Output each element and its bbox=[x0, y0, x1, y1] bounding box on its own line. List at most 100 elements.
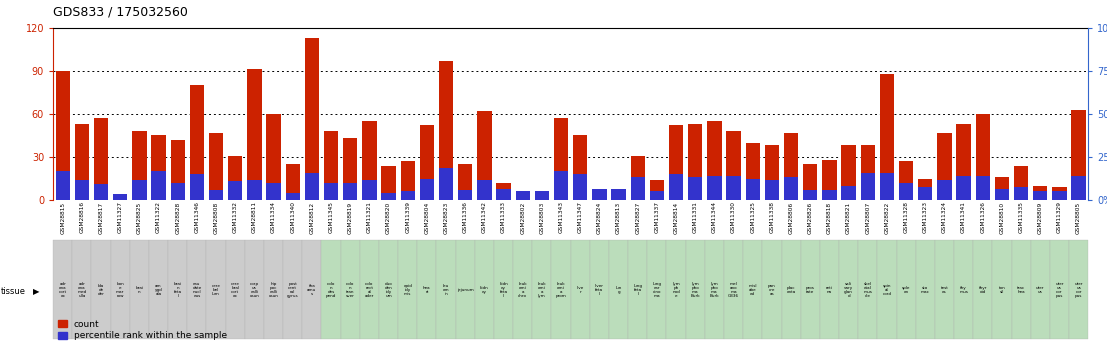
Bar bbox=[360, 240, 379, 339]
Bar bbox=[438, 168, 453, 200]
Bar bbox=[592, 194, 607, 200]
Bar bbox=[631, 177, 645, 200]
Bar bbox=[496, 189, 510, 200]
Text: hea
rt: hea rt bbox=[423, 286, 431, 294]
Bar bbox=[494, 240, 514, 339]
Bar bbox=[302, 240, 321, 339]
Bar bbox=[669, 125, 683, 200]
Legend: count, percentile rank within the sample: count, percentile rank within the sample bbox=[58, 320, 227, 341]
Bar bbox=[803, 164, 817, 200]
Bar bbox=[399, 240, 417, 339]
Text: lung
feta
l: lung feta l bbox=[633, 284, 642, 296]
Bar bbox=[189, 85, 204, 200]
Bar bbox=[304, 173, 319, 200]
Bar bbox=[860, 146, 875, 200]
Bar bbox=[72, 240, 92, 339]
Bar bbox=[477, 180, 492, 200]
Text: uter
us: uter us bbox=[1036, 286, 1045, 294]
Bar bbox=[226, 240, 245, 339]
Bar bbox=[590, 240, 609, 339]
Text: duo
den
idy
um: duo den idy um bbox=[385, 282, 393, 298]
Bar bbox=[92, 240, 111, 339]
Text: trac
hea: trac hea bbox=[1017, 286, 1025, 294]
Bar bbox=[611, 189, 625, 200]
Bar bbox=[915, 240, 934, 339]
Bar bbox=[611, 194, 625, 200]
Bar bbox=[975, 114, 990, 200]
Bar bbox=[382, 193, 396, 200]
Bar bbox=[975, 176, 990, 200]
Bar bbox=[132, 131, 146, 200]
Bar bbox=[995, 177, 1010, 200]
Bar bbox=[324, 131, 339, 200]
Text: colo
n
tran
sver: colo n tran sver bbox=[345, 282, 354, 298]
Bar bbox=[362, 180, 376, 200]
Bar bbox=[784, 132, 798, 200]
Bar bbox=[74, 180, 89, 200]
Bar bbox=[152, 136, 166, 200]
Bar bbox=[956, 176, 971, 200]
Text: spin
al
cord: spin al cord bbox=[882, 284, 891, 296]
Text: pros
tate: pros tate bbox=[806, 286, 815, 294]
Bar bbox=[669, 174, 683, 200]
Bar bbox=[763, 240, 782, 339]
Bar bbox=[1031, 240, 1049, 339]
Bar bbox=[1072, 176, 1086, 200]
Text: adr
ena
med
ulla: adr ena med ulla bbox=[77, 282, 86, 298]
Text: brai
n
feta
l: brai n feta l bbox=[174, 282, 182, 298]
Bar bbox=[132, 180, 146, 200]
Bar bbox=[1072, 110, 1086, 200]
Text: kidn
ey: kidn ey bbox=[480, 286, 489, 294]
Bar bbox=[995, 189, 1010, 200]
Text: corp
us
calli
osun: corp us calli osun bbox=[249, 282, 259, 298]
Bar bbox=[343, 138, 358, 200]
Bar bbox=[74, 124, 89, 200]
Bar bbox=[666, 240, 685, 339]
Text: thyr
oid: thyr oid bbox=[979, 286, 987, 294]
Bar bbox=[458, 190, 473, 200]
Bar bbox=[209, 190, 224, 200]
Bar bbox=[628, 240, 648, 339]
Bar bbox=[170, 183, 185, 200]
Text: sto
mac: sto mac bbox=[921, 286, 930, 294]
Text: bla
de
der: bla de der bbox=[97, 284, 104, 296]
Bar bbox=[858, 240, 878, 339]
Bar bbox=[189, 174, 204, 200]
Bar bbox=[689, 177, 703, 200]
Text: am
ygd
ala: am ygd ala bbox=[155, 284, 163, 296]
Bar bbox=[554, 171, 568, 200]
Bar bbox=[648, 240, 666, 339]
Bar bbox=[516, 191, 530, 200]
Bar bbox=[878, 240, 897, 339]
Bar bbox=[304, 38, 319, 200]
Bar bbox=[94, 118, 108, 200]
Bar bbox=[897, 240, 915, 339]
Text: lung
car
cino
ma: lung car cino ma bbox=[652, 282, 661, 298]
Bar bbox=[514, 240, 532, 339]
Bar bbox=[609, 240, 628, 339]
Text: jejunum: jejunum bbox=[457, 288, 474, 292]
Bar bbox=[438, 61, 453, 200]
Text: hip
poc
calli
osun: hip poc calli osun bbox=[269, 282, 279, 298]
Bar bbox=[938, 132, 952, 200]
Bar bbox=[55, 171, 70, 200]
Bar bbox=[341, 240, 360, 339]
Text: uter
us
cor
pus: uter us cor pus bbox=[1055, 282, 1064, 298]
Bar bbox=[130, 240, 149, 339]
Text: leuk
emi
a
chro: leuk emi a chro bbox=[518, 282, 527, 298]
Bar bbox=[53, 240, 72, 339]
Bar bbox=[1069, 240, 1088, 339]
Bar bbox=[263, 240, 283, 339]
Text: tissue: tissue bbox=[1, 287, 27, 296]
Text: colo
n
des
pend: colo n des pend bbox=[325, 282, 337, 298]
Text: plac
enta: plac enta bbox=[786, 286, 796, 294]
Bar bbox=[689, 124, 703, 200]
Text: bon
e
mar
row: bon e mar row bbox=[116, 282, 124, 298]
Bar bbox=[535, 191, 549, 200]
Bar bbox=[650, 180, 664, 200]
Bar bbox=[839, 240, 858, 339]
Bar bbox=[324, 183, 339, 200]
Text: leuk
emi
a
prom: leuk emi a prom bbox=[556, 282, 567, 298]
Bar bbox=[841, 186, 856, 200]
Bar bbox=[650, 191, 664, 200]
